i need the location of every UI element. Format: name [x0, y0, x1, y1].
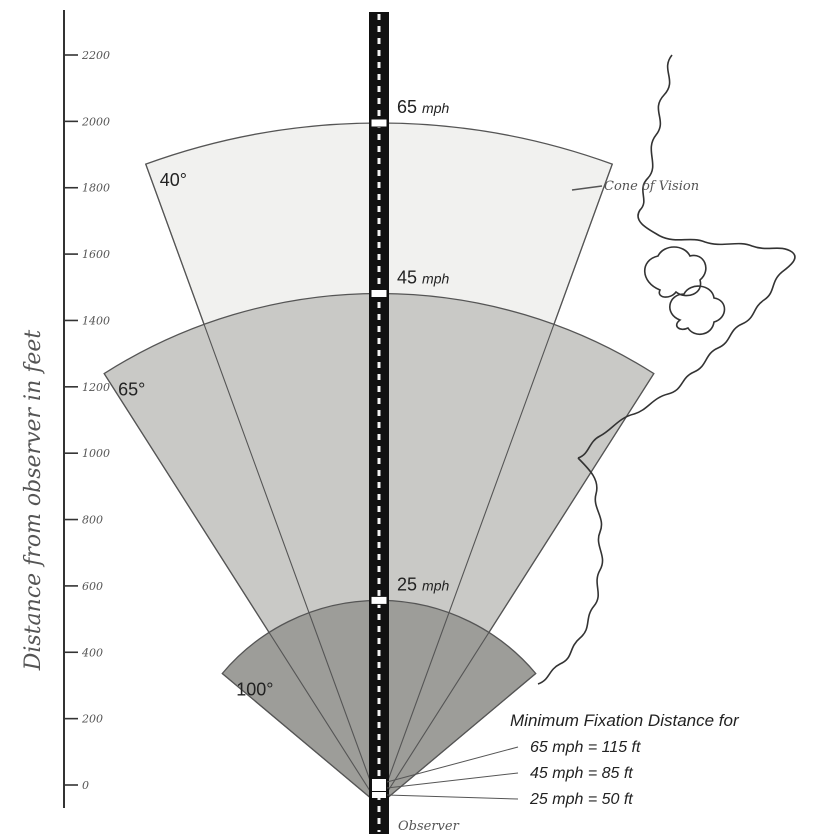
- cone-angle-label: 65°: [118, 380, 145, 400]
- axis-ticks: 2200200018001600140012001000800600400200…: [64, 49, 110, 792]
- cone-speed-label: 45 mph: [397, 268, 449, 288]
- axis-tick: 2000: [64, 115, 110, 128]
- fixation-marker: [372, 792, 386, 798]
- axis-tick: 400: [64, 646, 103, 659]
- tree-line-upper: [577, 54, 796, 459]
- legend-row-text: 45 mph = 85 ft: [530, 765, 633, 782]
- axis-tick-label: 0: [82, 779, 89, 792]
- axis-tick-label: 2000: [81, 115, 110, 128]
- legend-row: 65 mph = 115 ft: [372, 739, 641, 785]
- bush-right: [669, 285, 726, 335]
- axis-tick: 600: [64, 580, 103, 593]
- cone-speed-label: 65 mph: [397, 97, 449, 117]
- axis-tick-label: 400: [81, 646, 103, 659]
- legend-row: 25 mph = 50 ft: [372, 791, 633, 808]
- axis-tick: 1200: [64, 381, 110, 394]
- axis-tick-label: 200: [81, 713, 103, 726]
- axis-label: Distance from observer in feet: [21, 330, 46, 672]
- legend-row: 45 mph = 85 ft: [372, 765, 633, 791]
- fixation-marker: [372, 785, 386, 791]
- axis-tick-label: 800: [82, 514, 103, 527]
- distance-marker: [370, 289, 388, 298]
- cone-speed-label: 25 mph: [397, 574, 449, 594]
- axis-tick-label: 600: [82, 580, 103, 593]
- axis-tick: 1000: [64, 447, 110, 460]
- distance-axis: 2200200018001600140012001000800600400200…: [21, 10, 110, 808]
- axis-tick: 2200: [64, 49, 110, 62]
- cone-of-vision-label: Cone of Vision: [604, 179, 699, 194]
- cone-angle-label: 40°: [160, 170, 187, 190]
- axis-tick: 200: [64, 713, 103, 726]
- axis-tick-label: 1400: [82, 314, 110, 327]
- bush-left: [643, 246, 707, 298]
- legend-row-text: 25 mph = 50 ft: [529, 791, 633, 808]
- fixation-legend: Minimum Fixation Distance for 65 mph = 1…: [372, 711, 740, 808]
- legend-rows: 65 mph = 115 ft 45 mph = 85 ft 25 mph = 50…: [372, 739, 641, 808]
- landscape-sketch: [537, 54, 796, 685]
- road: [369, 12, 389, 834]
- axis-tick: 1400: [64, 314, 110, 327]
- distance-marker: [370, 118, 388, 128]
- cone-speed-unit: mph: [422, 100, 449, 116]
- cone-speed-unit: mph: [422, 271, 449, 287]
- distance-marker: [370, 595, 388, 605]
- axis-tick: 1800: [64, 182, 110, 195]
- axis-tick-label: 1600: [82, 248, 110, 261]
- axis-tick-label: 1800: [82, 182, 110, 195]
- tree-line-lower: [537, 457, 604, 685]
- cone-angle-label: 100°: [236, 679, 273, 699]
- axis-tick: 800: [64, 514, 103, 527]
- axis-tick-label: 2200: [81, 49, 110, 62]
- cone-labels: 40° 65 mph 65° 45 mph 100° 25 mph: [118, 97, 449, 699]
- observer-label: Observer: [398, 819, 460, 834]
- axis-tick-label: 1200: [82, 381, 110, 394]
- legend-row-text: 65 mph = 115 ft: [530, 739, 641, 756]
- axis-tick: 1600: [64, 248, 110, 261]
- fixation-marker: [372, 779, 386, 785]
- legend-title: Minimum Fixation Distance for: [510, 711, 740, 730]
- cone-speed-unit: mph: [422, 577, 449, 593]
- axis-tick-label: 1000: [82, 447, 110, 460]
- axis-tick: 0: [64, 779, 89, 792]
- cone-of-vision-annotation: Cone of Vision: [571, 179, 699, 194]
